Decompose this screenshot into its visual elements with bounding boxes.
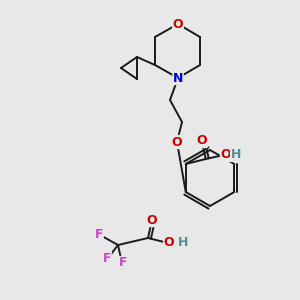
Text: O: O [147, 214, 157, 226]
Text: H: H [231, 148, 241, 161]
Text: F: F [119, 256, 127, 269]
Text: F: F [103, 251, 111, 265]
Text: O: O [172, 136, 182, 148]
Text: N: N [173, 71, 183, 85]
Text: O: O [196, 134, 207, 148]
Text: O: O [220, 148, 231, 161]
Text: F: F [95, 229, 103, 242]
Text: O: O [173, 17, 183, 31]
Text: H: H [178, 236, 188, 250]
Text: O: O [164, 236, 174, 250]
